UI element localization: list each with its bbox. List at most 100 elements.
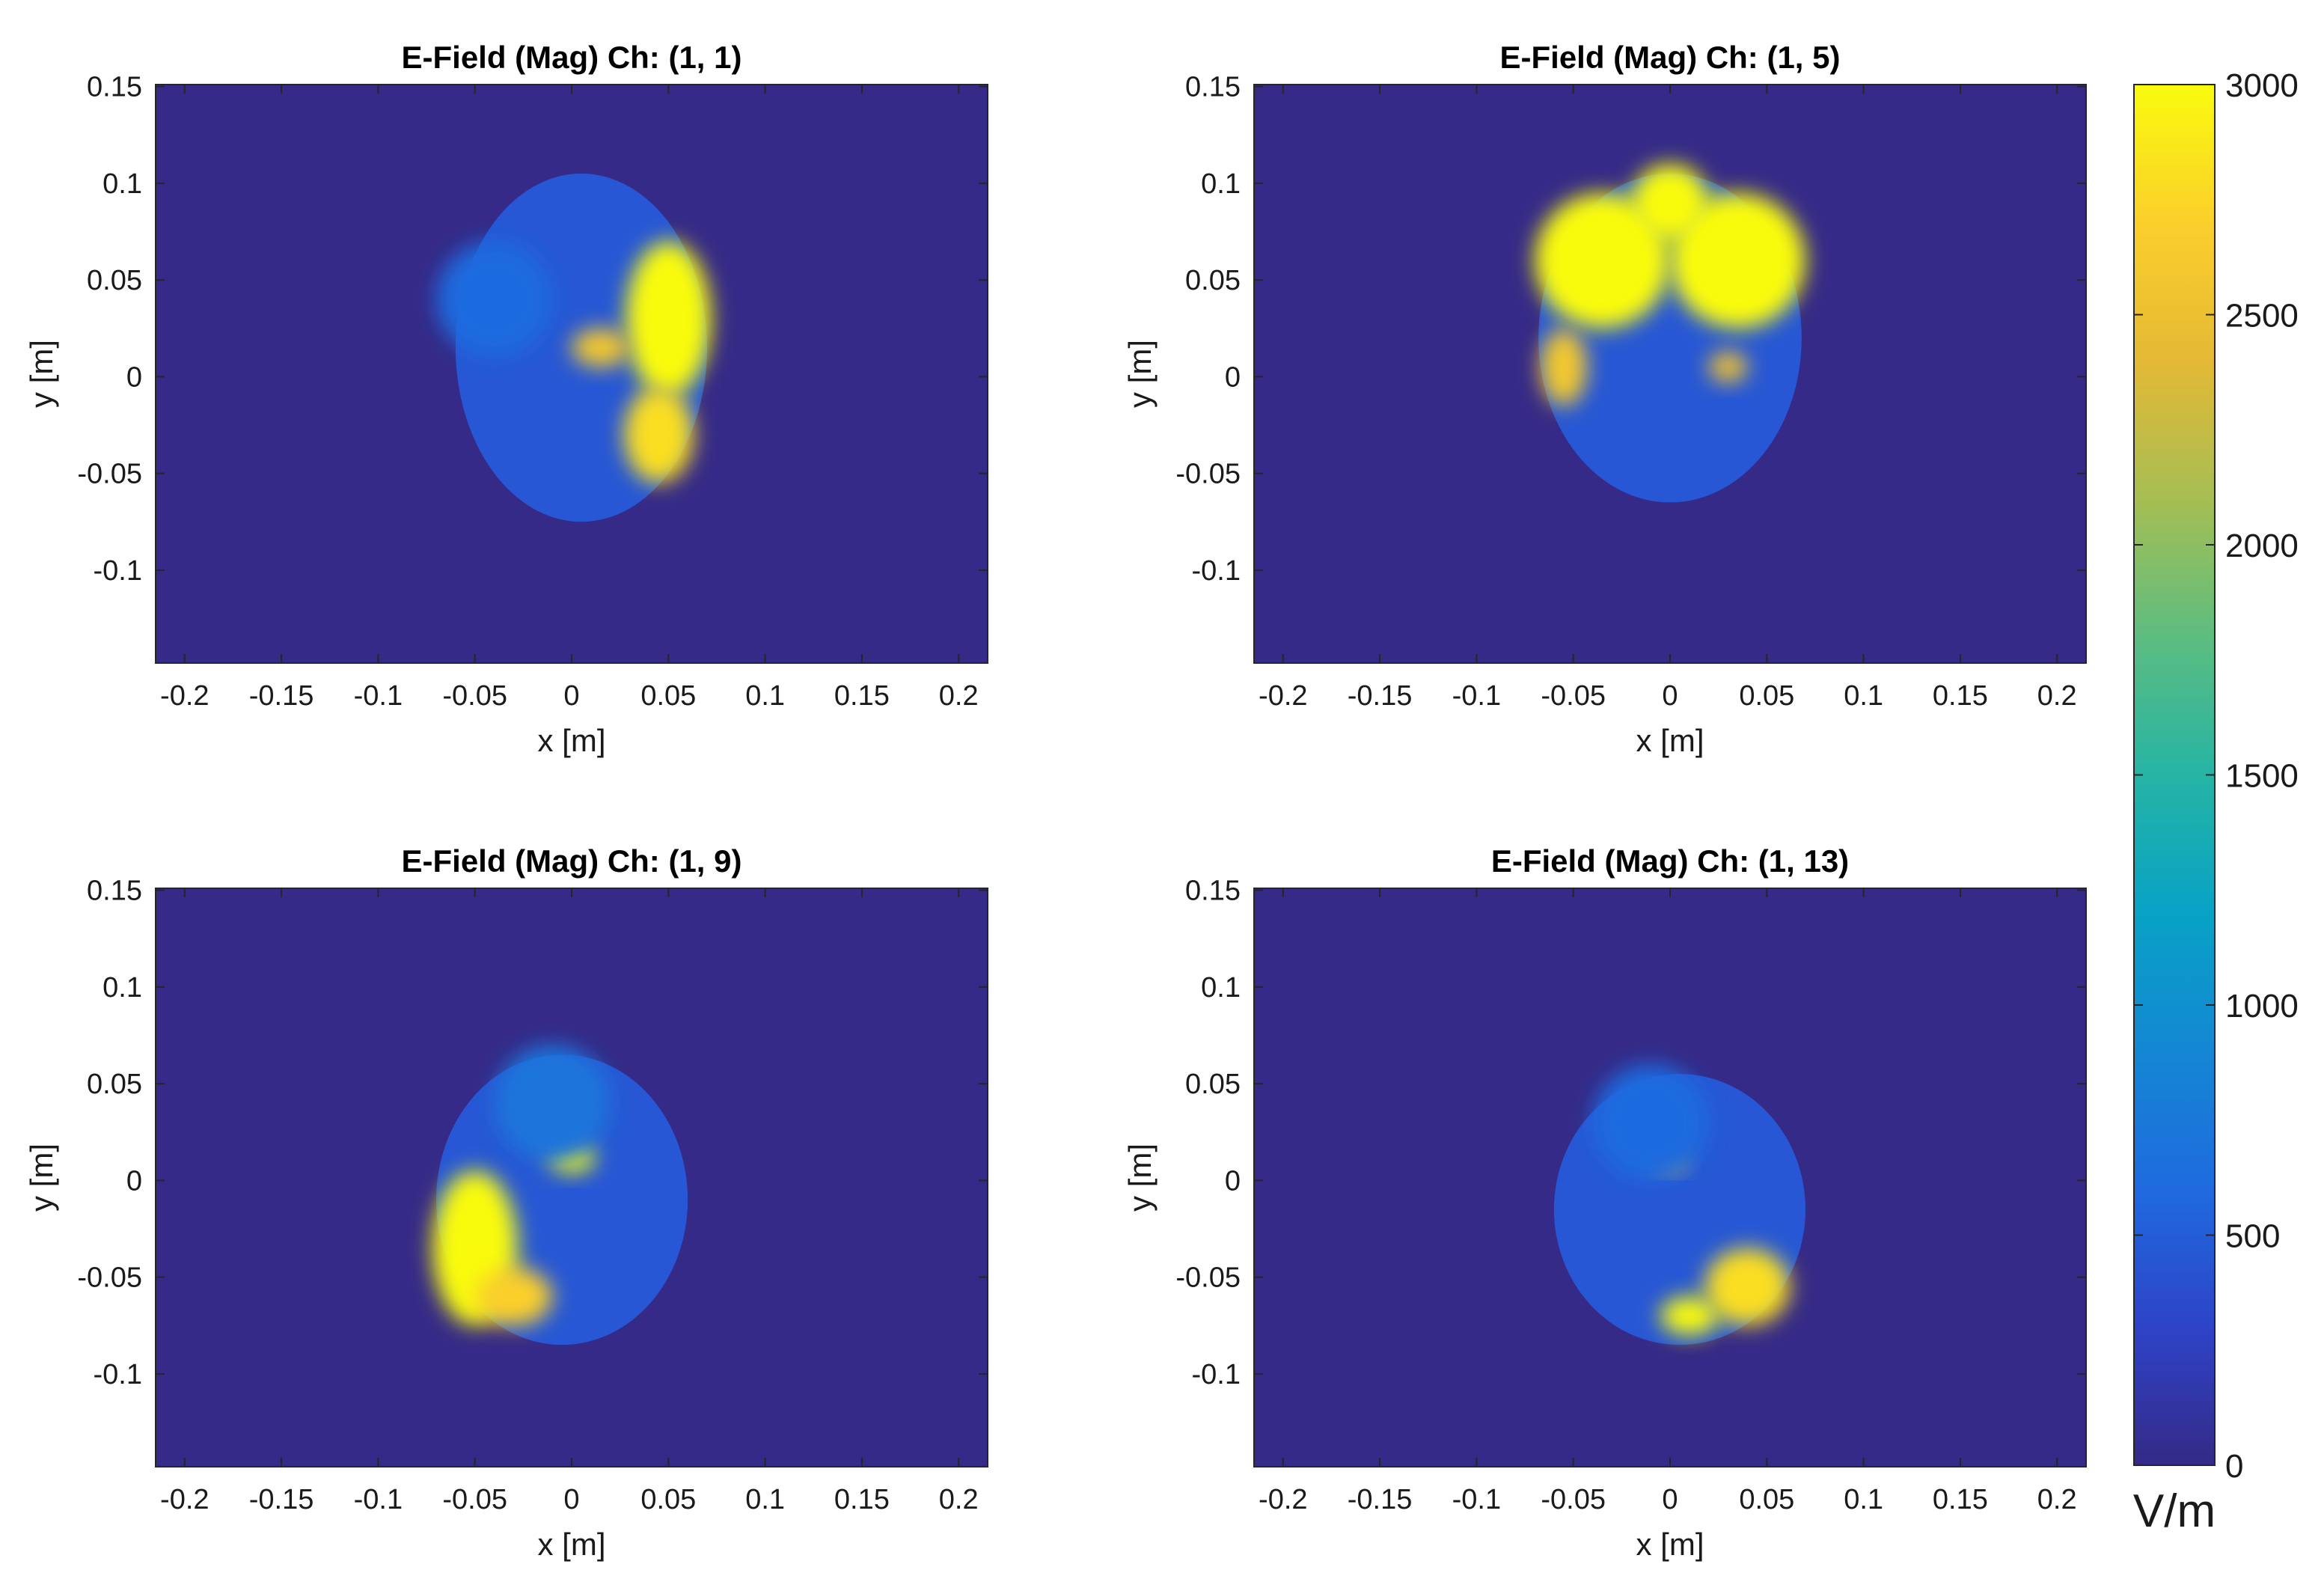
y-tick-label: 0.15 <box>87 72 142 103</box>
x-tick-label: -0.1 <box>354 680 403 712</box>
x-tick-label: -0.05 <box>442 1484 507 1515</box>
hotspot-2 <box>1660 1296 1719 1336</box>
x-tick-label: -0.1 <box>1452 680 1501 712</box>
x-tick-label: 0.15 <box>1933 1484 1988 1515</box>
panel-title: E-Field (Mag) Ch: (1, 5) <box>1500 40 1841 75</box>
x-axis-label: x [m] <box>538 723 606 758</box>
colorbar-tick-label: 1000 <box>2225 988 2299 1024</box>
x-tick-label: 0.2 <box>2037 1484 2077 1515</box>
y-tick-label: 0.1 <box>1201 168 1241 200</box>
colorbar-tick-label: 2500 <box>2225 298 2299 335</box>
y-tick-label: 0 <box>1225 361 1241 393</box>
x-tick-label: 0.1 <box>745 680 785 712</box>
heatmap-field <box>432 1045 688 1346</box>
y-tick-label: -0.1 <box>1192 555 1241 587</box>
y-axis-label: y [m] <box>24 340 59 408</box>
colorbar-tick-label: 1500 <box>2225 758 2299 795</box>
panels: E-Field (Mag) Ch: (1, 1) -0.2 -0.15 -0.1 -0.… <box>24 40 2087 1562</box>
hotspot-3 <box>572 328 630 367</box>
colorbar-unit: V/m <box>2133 1485 2216 1537</box>
colorbar-tick-label: 500 <box>2225 1218 2280 1255</box>
x-tick-label: -0.15 <box>1348 680 1413 712</box>
y-tick-label: -0.05 <box>1175 1262 1241 1294</box>
y-tick-label: 0.15 <box>87 876 142 907</box>
colorbar-tick-label: 3000 <box>2225 67 2299 104</box>
panel-title: E-Field (Mag) Ch: (1, 1) <box>402 40 742 75</box>
x-tick-label: -0.2 <box>1259 1484 1307 1515</box>
x-tick-label: -0.05 <box>442 680 507 712</box>
heatmap-field <box>435 173 712 522</box>
hotspot-4 <box>1592 1064 1709 1181</box>
panel-3: E-Field (Mag) Ch: (1, 9) -0.2 -0.15 -0.1 -0.… <box>24 843 988 1562</box>
y-tick-label: -0.05 <box>77 1262 142 1294</box>
colorbar: 0 500 1000 1500 2000 2500 3000 V/m <box>2133 67 2299 1537</box>
x-tick-label: 0.1 <box>1844 1484 1883 1515</box>
x-axis-label: x [m] <box>538 1527 606 1562</box>
x-tick-label: 0.2 <box>939 1484 979 1515</box>
x-tick-label: 0.2 <box>2037 680 2077 712</box>
x-tick-label: -0.2 <box>160 680 209 712</box>
x-axis-label: x [m] <box>1636 723 1704 758</box>
colorbar-tick-label: 0 <box>2225 1448 2243 1485</box>
panel-title: E-Field (Mag) Ch: (1, 9) <box>402 843 742 879</box>
x-tick-label: 0.15 <box>1933 680 1988 712</box>
x-tick-label: -0.15 <box>249 1484 314 1515</box>
x-tick-label: -0.2 <box>160 1484 209 1515</box>
y-axis-label: y [m] <box>1122 340 1158 408</box>
y-tick-label: -0.1 <box>94 555 142 587</box>
x-tick-label: 0.15 <box>834 680 890 712</box>
hotspot-3 <box>1631 163 1709 242</box>
colorbar-gradient <box>2133 84 2216 1466</box>
x-tick-label: -0.05 <box>1541 1484 1606 1515</box>
y-tick-label: -0.1 <box>1192 1359 1241 1390</box>
x-tick-label: 0.15 <box>834 1484 890 1515</box>
x-tick-label: 0.05 <box>1739 1484 1794 1515</box>
y-tick-label: 0 <box>126 361 142 393</box>
hotspot-1 <box>1704 1247 1791 1326</box>
hotspot-3 <box>474 1267 553 1326</box>
y-tick-label: 0 <box>126 1165 142 1197</box>
y-tick-label: 0.1 <box>1201 972 1241 1004</box>
x-tick-label: -0.15 <box>1348 1484 1413 1515</box>
heatmap-field <box>1553 1064 1806 1346</box>
heatmap-field <box>1534 163 1806 503</box>
x-tick-label: 0.05 <box>640 1484 696 1515</box>
y-tick-label: -0.05 <box>77 459 142 490</box>
hotspot-2 <box>623 386 694 483</box>
hotspot-1 <box>1534 192 1670 329</box>
y-tick-label: 0.1 <box>103 168 142 200</box>
hotspot-4 <box>494 1045 611 1161</box>
x-tick-label: -0.05 <box>1541 680 1606 712</box>
x-tick-label: 0.05 <box>1739 680 1794 712</box>
x-tick-label: 0.1 <box>1844 680 1883 712</box>
colorbar-ticks: 0 500 1000 1500 2000 2500 3000 <box>2134 67 2299 1485</box>
x-tick-label: -0.1 <box>354 1484 403 1515</box>
x-tick-label: 0 <box>563 680 579 712</box>
hotspot-1 <box>626 241 712 397</box>
hotspot-4 <box>1540 328 1587 406</box>
colorbar-tick-label: 2000 <box>2225 528 2299 564</box>
x-tick-label: 0 <box>563 1484 579 1515</box>
x-tick-label: 0.05 <box>640 680 696 712</box>
y-tick-label: -0.1 <box>94 1359 142 1390</box>
x-tick-label: 0.1 <box>745 1484 785 1515</box>
y-tick-label: 0.05 <box>87 265 142 296</box>
y-tick-label: 0.05 <box>1185 1069 1241 1100</box>
panel-title: E-Field (Mag) Ch: (1, 13) <box>1491 843 1849 879</box>
hotspot-2 <box>1670 192 1806 329</box>
x-tick-label: 0.2 <box>939 680 979 712</box>
x-tick-label: -0.1 <box>1452 1484 1501 1515</box>
y-axis-label: y [m] <box>24 1143 59 1212</box>
panel-1: E-Field (Mag) Ch: (1, 1) -0.2 -0.15 -0.1 -0.… <box>24 40 988 758</box>
hotspot-4 <box>435 241 553 358</box>
y-tick-label: -0.05 <box>1175 459 1241 490</box>
y-tick-label: 0 <box>1225 1165 1241 1197</box>
y-tick-label: 0.05 <box>87 1069 142 1100</box>
x-tick-label: -0.2 <box>1259 680 1307 712</box>
panel-4: E-Field (Mag) Ch: (1, 13) -0.2 -0.15 -0.1 -0… <box>1122 843 2087 1562</box>
y-tick-label: 0.05 <box>1185 265 1241 296</box>
y-tick-label: 0.15 <box>1185 876 1241 907</box>
y-tick-label: 0.15 <box>1185 72 1241 103</box>
hotspot-5 <box>1708 351 1748 383</box>
